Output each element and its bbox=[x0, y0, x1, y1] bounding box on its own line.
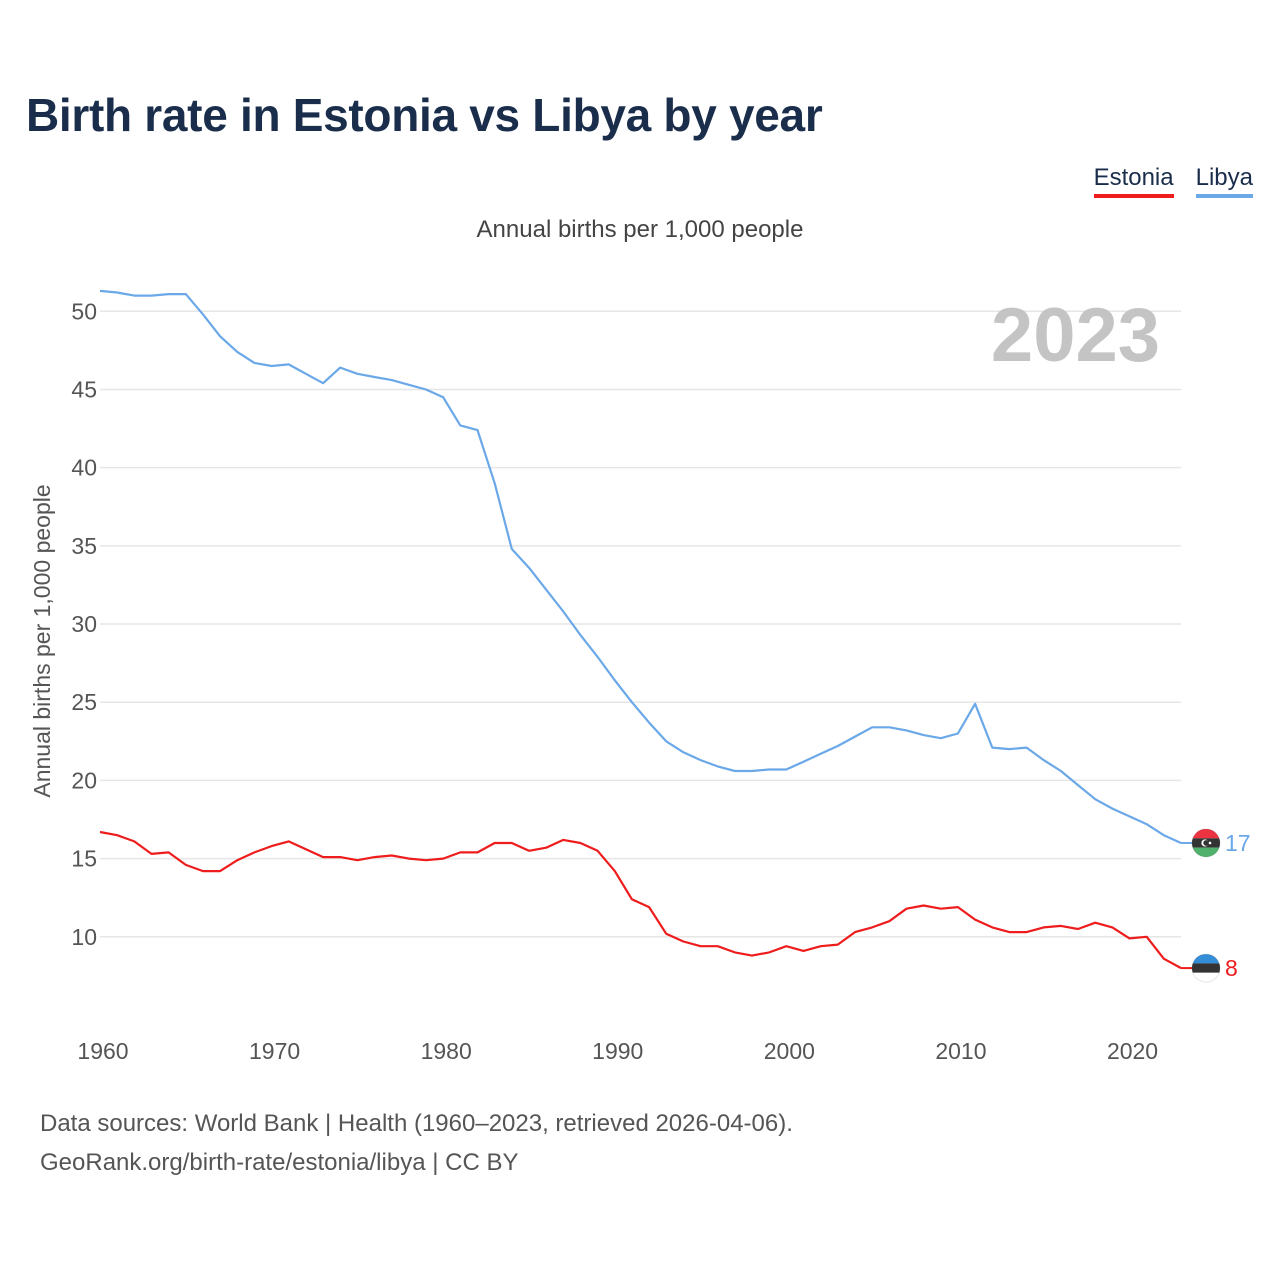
footer-sources: Data sources: World Bank | Health (1960–… bbox=[40, 1110, 793, 1137]
y-tick-label: 50 bbox=[71, 298, 97, 324]
y-tick-label: 25 bbox=[71, 689, 97, 715]
footer: Data sources: World Bank | Health (1960–… bbox=[40, 1104, 793, 1182]
x-tick-label: 1980 bbox=[421, 1038, 472, 1064]
footer-url[interactable]: GeoRank.org/birth-rate/estonia/libya | C… bbox=[40, 1149, 519, 1176]
x-tick-label: 1960 bbox=[77, 1038, 128, 1064]
estonia-flag-icon bbox=[1191, 953, 1221, 983]
series-line-libya bbox=[99, 289, 1182, 845]
y-tick-label: 10 bbox=[71, 924, 97, 950]
series-end-label-estonia: 8 bbox=[1225, 955, 1238, 981]
series-end-label-libya: 17 bbox=[1225, 830, 1251, 856]
legend-item-estonia[interactable]: Estonia bbox=[1093, 164, 1174, 198]
y-tick-label: 45 bbox=[71, 376, 97, 402]
x-tick-label: 2000 bbox=[764, 1038, 815, 1064]
y-tick-label: 35 bbox=[71, 533, 97, 559]
x-tick-label: 1970 bbox=[249, 1038, 300, 1064]
x-tick-label: 2020 bbox=[1107, 1038, 1158, 1064]
chart-title: Birth rate in Estonia vs Libya by year bbox=[26, 89, 823, 141]
y-tick-label: 20 bbox=[71, 767, 97, 793]
y-axis-label: Annual births per 1,000 people bbox=[29, 484, 55, 797]
legend: Estonia Libya bbox=[1093, 164, 1253, 198]
chart-subtitle: Annual births per 1,000 people bbox=[476, 216, 804, 243]
year-label: 2023 bbox=[991, 293, 1160, 378]
y-tick-label: 15 bbox=[71, 846, 97, 872]
libya-flag-icon bbox=[1191, 828, 1221, 858]
series-line-estonia bbox=[99, 830, 1182, 970]
x-tick-label: 1990 bbox=[592, 1038, 643, 1064]
y-tick-label: 30 bbox=[71, 611, 97, 637]
y-tick-label: 40 bbox=[71, 455, 97, 481]
legend-item-libya[interactable]: Libya bbox=[1195, 164, 1253, 198]
x-tick-label: 2010 bbox=[935, 1038, 986, 1064]
